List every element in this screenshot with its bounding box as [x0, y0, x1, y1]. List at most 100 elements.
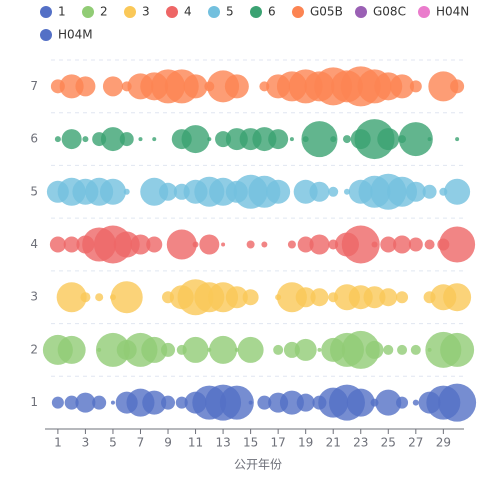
bubble	[377, 128, 400, 151]
bubble	[175, 396, 188, 409]
x-tick-label: 25	[381, 436, 396, 450]
bubble	[49, 236, 66, 253]
bubble	[99, 178, 126, 205]
bubble	[396, 291, 409, 304]
bubble	[130, 234, 151, 255]
bubble	[261, 241, 268, 248]
bubble	[61, 129, 82, 150]
bubble	[371, 241, 378, 248]
x-tick-label: 23	[353, 436, 368, 450]
bubble	[248, 400, 253, 405]
legend-marker[interactable]	[40, 29, 52, 41]
x-tick-label: 17	[271, 436, 286, 450]
bubble	[51, 396, 64, 409]
bubble	[75, 76, 96, 97]
bubble	[287, 240, 296, 249]
legend-marker[interactable]	[82, 6, 94, 18]
x-tick-label: 11	[188, 436, 203, 450]
bubble	[237, 336, 264, 363]
bubble	[379, 288, 398, 307]
bubble	[56, 282, 87, 313]
bubble	[365, 340, 384, 359]
legend-label[interactable]: 1	[58, 5, 66, 19]
bubble	[380, 236, 397, 253]
bubble	[159, 182, 178, 201]
bubble	[342, 135, 351, 144]
bubble	[455, 137, 460, 142]
bubble	[140, 177, 169, 206]
bubble	[119, 132, 134, 147]
x-tick-label: 5	[109, 436, 117, 450]
legend-label[interactable]: H04M	[58, 28, 93, 42]
bubble	[161, 395, 176, 410]
bubble	[438, 383, 477, 422]
bubble	[301, 121, 338, 158]
bubble	[341, 330, 380, 369]
bubble	[295, 287, 316, 308]
bubble	[110, 400, 115, 405]
bubble	[317, 347, 322, 352]
legend-marker[interactable]	[40, 6, 52, 18]
legend-marker[interactable]	[208, 6, 220, 18]
x-tick-label: 3	[82, 436, 90, 450]
x-tick-label: 7	[137, 436, 145, 450]
y-tick-label: 6	[30, 132, 38, 146]
bubble	[242, 289, 259, 306]
bubble	[428, 71, 459, 102]
bubble	[330, 136, 337, 143]
legend-marker[interactable]	[250, 6, 262, 18]
y-tick-label: 7	[30, 79, 38, 93]
bubble	[166, 229, 197, 260]
bubble	[257, 395, 272, 410]
bubble	[181, 125, 210, 154]
bubble	[310, 288, 329, 307]
bubble	[268, 129, 289, 150]
legend-marker[interactable]	[418, 6, 430, 18]
bubble	[341, 225, 380, 264]
bubble	[450, 79, 465, 94]
legend-marker[interactable]	[292, 6, 304, 18]
bubble	[102, 76, 123, 97]
bubble	[183, 74, 208, 99]
legend-label[interactable]: H04N	[436, 5, 469, 19]
bubble	[123, 188, 130, 195]
bubble	[100, 127, 125, 152]
bubble	[146, 236, 163, 253]
legend-marker[interactable]	[166, 6, 178, 18]
bubble	[398, 122, 433, 157]
legend-label[interactable]: 4	[184, 5, 192, 19]
bubble	[82, 136, 89, 143]
legend-label[interactable]: 3	[142, 5, 150, 19]
bubble	[405, 181, 426, 202]
legend-marker[interactable]	[124, 6, 136, 18]
bubble	[427, 137, 432, 142]
bubble	[64, 395, 79, 410]
bubble	[383, 344, 394, 355]
bubble	[54, 136, 61, 143]
legend-label[interactable]: 2	[100, 5, 108, 19]
bubble	[273, 344, 284, 355]
legend-label[interactable]: G08C	[373, 5, 406, 19]
y-tick-label: 5	[30, 184, 38, 198]
legend-label[interactable]: 5	[226, 5, 234, 19]
bubble	[309, 234, 330, 255]
bubble	[57, 335, 86, 364]
bubble	[92, 395, 107, 410]
bubble	[363, 286, 386, 309]
bubble	[424, 239, 435, 250]
x-tick-label: 19	[298, 436, 313, 450]
bubble	[393, 235, 412, 254]
bubble	[161, 342, 176, 357]
legend-marker[interactable]	[355, 6, 367, 18]
bubble	[209, 335, 238, 364]
legend-label[interactable]: G05B	[310, 5, 343, 19]
legend-label[interactable]: 6	[268, 5, 276, 19]
x-axis-label: 公开年份	[234, 458, 282, 472]
x-tick-label: 29	[436, 436, 451, 450]
bubble	[410, 344, 421, 355]
y-tick-label: 1	[30, 395, 38, 409]
bubble	[152, 137, 157, 142]
bubble	[110, 281, 143, 314]
y-tick-label: 4	[30, 237, 38, 251]
